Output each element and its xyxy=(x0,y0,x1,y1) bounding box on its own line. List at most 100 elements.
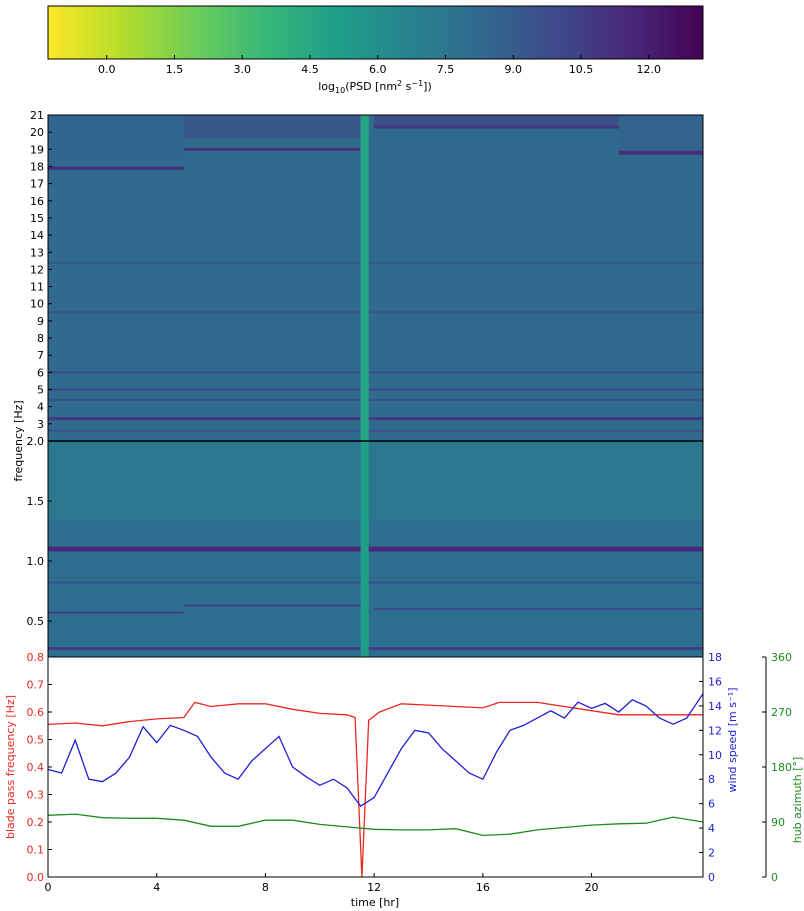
bpf-tick-label: 0.0 xyxy=(27,871,45,884)
frequency-tick-label: 16 xyxy=(30,195,44,208)
frequency-tick-label: 8 xyxy=(37,332,44,345)
bpf-tick-label: 0.4 xyxy=(27,761,45,774)
time-tick-label: 20 xyxy=(585,881,599,894)
frequency-tick-label: 14 xyxy=(30,229,44,242)
colorbar-label: log10(PSD [nm2 s−1]) xyxy=(318,79,432,95)
frequency-tick-label: 9 xyxy=(37,315,44,328)
bpf-tick-label: 0.6 xyxy=(27,706,45,719)
frequency-tick-label: 1.0 xyxy=(27,555,45,568)
colorbar-tick-label: 9.0 xyxy=(505,63,523,76)
frequency-tick-label: 5 xyxy=(37,384,44,397)
spectral-line xyxy=(618,150,703,155)
spectral-line xyxy=(48,398,703,401)
hub-azimuth-tick-label: 90 xyxy=(771,816,785,829)
bpf-tick-label: 0.7 xyxy=(27,679,45,692)
colorbar-tick-label: 12.0 xyxy=(637,63,662,76)
spectral-region xyxy=(183,115,361,140)
hub-azimuth-tick-label: 0 xyxy=(771,871,778,884)
spectral-line xyxy=(48,311,703,314)
spectral-line xyxy=(183,147,361,151)
time-axis-label: time [hr] xyxy=(351,896,399,909)
frequency-tick-label: 20 xyxy=(30,126,44,139)
spectral-line xyxy=(48,417,703,421)
frequency-tick-label: 19 xyxy=(30,143,44,156)
spectrogram-upper-panel xyxy=(48,115,703,441)
spectral-line xyxy=(183,604,361,607)
wind-speed-tick-label: 14 xyxy=(708,700,722,713)
colorbar-tick-label: 6.0 xyxy=(369,63,387,76)
frequency-tick-label: 10 xyxy=(30,298,44,311)
spectrogram: 2.0 3 4 5 6 7 8 9 10 11 12 13 14 15 16 17 18 19 20 21 0.5 1.0… xyxy=(12,109,704,658)
frequency-tick-label: 1.5 xyxy=(27,495,45,508)
spectral-line xyxy=(48,261,703,264)
spectral-line xyxy=(48,371,703,374)
frequency-tick-label: 6 xyxy=(37,366,44,379)
time-tick-label: 8 xyxy=(262,881,269,894)
spectral-region xyxy=(618,115,703,152)
frequency-tick-label: 13 xyxy=(30,246,44,259)
spectral-region xyxy=(48,115,184,164)
frequency-tick-label: 18 xyxy=(30,160,44,173)
time-series-lines xyxy=(48,693,703,877)
spectral-line xyxy=(48,388,703,391)
wind-speed-tick-label: 0 xyxy=(708,871,715,884)
series-right2-line xyxy=(48,813,703,837)
colorbar-tick-label: 10.5 xyxy=(569,63,594,76)
frequency-tick-label: 21 xyxy=(30,109,44,122)
frequency-tick-label: 0.5 xyxy=(27,615,45,628)
spectral-line xyxy=(48,546,703,552)
series-right1-line xyxy=(48,693,703,807)
wind-speed-tick-label: 16 xyxy=(708,675,722,688)
colorbar-tick-label: 0.0 xyxy=(98,63,116,76)
time-series-axes: 0 4 8 12 16 20 0.0 0.1 0.2 0.3 0.4 0.5 0.6 0.7 0.8 0 2 4 6… xyxy=(27,651,793,894)
bpf-tick-label: 0.2 xyxy=(27,816,45,829)
spectrogram-y-ticks: 2.0 3 4 5 6 7 8 9 10 11 12 13 14 15 16 17 18 19 20 21 0.5 1.0… xyxy=(27,109,52,628)
wind-speed-tick-label: 6 xyxy=(708,798,715,811)
spectral-line xyxy=(374,608,703,610)
time-series-panel: 0 4 8 12 16 20 0.0 0.1 0.2 0.3 0.4 0.5 0.6 0.7 0.8 0 2 4 6… xyxy=(4,651,804,909)
colorbar: 0.0 1.5 3.0 4.5 6.0 7.5 9.0 10.5 12.0 log10(PSD … xyxy=(47,5,704,95)
time-tick-label: 16 xyxy=(476,881,490,894)
colorbar-tick-label: 7.5 xyxy=(437,63,455,76)
frequency-tick-label: 17 xyxy=(30,178,44,191)
frequency-tick-label: 2.0 xyxy=(27,435,45,448)
hub-azimuth-tick-label: 360 xyxy=(771,651,792,664)
frequency-tick-label: 7 xyxy=(37,349,44,362)
bpf-tick-label: 0.8 xyxy=(27,651,45,664)
spectral-line xyxy=(48,429,703,432)
frequency-tick-label: 15 xyxy=(30,212,44,225)
colorbar-tick-label: 3.0 xyxy=(233,63,251,76)
broadband-event xyxy=(360,115,369,441)
hub-azimuth-tick-label: 270 xyxy=(771,706,792,719)
bpf-tick-label: 0.3 xyxy=(27,789,45,802)
spectral-line xyxy=(48,166,184,170)
wind-speed-tick-label: 4 xyxy=(708,822,715,835)
wind-speed-tick-label: 10 xyxy=(708,749,722,762)
bpf-tick-label: 0.1 xyxy=(27,844,45,857)
frequency-tick-label: 11 xyxy=(30,281,44,294)
wind-speed-axis-label: wind speed [m s⁻¹] xyxy=(726,688,739,793)
wind-speed-tick-label: 12 xyxy=(708,724,722,737)
series-left-line xyxy=(48,701,703,877)
blade-pass-frequency-axis-label: blade pass frequency [Hz] xyxy=(4,695,17,839)
colorbar-tick-label: 1.5 xyxy=(166,63,184,76)
colorbar-tick-label: 4.5 xyxy=(301,63,319,76)
frequency-axis-label: frequency [Hz] xyxy=(12,400,25,481)
time-tick-label: 0 xyxy=(45,881,52,894)
bpf-tick-label: 0.5 xyxy=(27,734,45,747)
spectral-line xyxy=(374,125,619,129)
time-series-plot-area xyxy=(48,657,703,877)
wind-speed-tick-label: 8 xyxy=(708,773,715,786)
colorbar-gradient xyxy=(47,5,704,60)
spectral-line xyxy=(48,611,184,614)
spectrogram-lower-panel xyxy=(48,441,703,657)
frequency-tick-label: 3 xyxy=(37,418,44,431)
hub-azimuth-tick-label: 180 xyxy=(771,761,792,774)
wind-speed-tick-label: 18 xyxy=(708,651,722,664)
spectrogram-background-band xyxy=(48,115,703,441)
wind-speed-tick-label: 2 xyxy=(708,847,715,860)
frequency-tick-label: 4 xyxy=(37,401,44,414)
spectral-line xyxy=(48,647,703,651)
spectral-line xyxy=(48,581,703,584)
